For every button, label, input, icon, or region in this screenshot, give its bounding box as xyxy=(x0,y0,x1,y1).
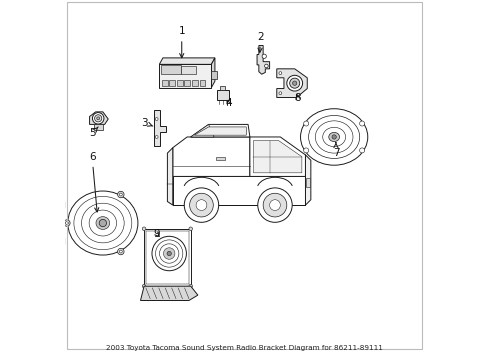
Text: 2: 2 xyxy=(257,32,264,52)
Circle shape xyxy=(189,193,213,217)
Bar xyxy=(181,66,195,74)
Polygon shape xyxy=(49,202,64,244)
Text: 1: 1 xyxy=(178,26,184,58)
Circle shape xyxy=(65,222,68,225)
Bar xyxy=(184,80,190,86)
Text: 7: 7 xyxy=(332,143,339,158)
Bar xyxy=(199,80,205,86)
Polygon shape xyxy=(167,148,172,205)
Polygon shape xyxy=(276,69,306,98)
Circle shape xyxy=(264,64,267,68)
Text: 3: 3 xyxy=(141,118,152,128)
Bar xyxy=(220,86,225,90)
Bar xyxy=(169,80,175,86)
Circle shape xyxy=(99,219,106,227)
Circle shape xyxy=(119,193,122,196)
Circle shape xyxy=(359,121,364,126)
Circle shape xyxy=(63,220,70,226)
Polygon shape xyxy=(249,137,305,176)
Bar xyxy=(177,80,182,86)
Bar xyxy=(215,157,224,160)
Polygon shape xyxy=(94,125,102,130)
Bar xyxy=(216,90,229,100)
Bar xyxy=(162,80,167,86)
Ellipse shape xyxy=(300,109,367,165)
Circle shape xyxy=(331,135,336,139)
Circle shape xyxy=(359,148,364,153)
Ellipse shape xyxy=(68,191,138,255)
Circle shape xyxy=(269,200,280,211)
Bar xyxy=(159,64,211,87)
Circle shape xyxy=(118,191,124,198)
Bar xyxy=(192,80,197,86)
Polygon shape xyxy=(172,137,249,176)
Circle shape xyxy=(119,250,122,253)
Polygon shape xyxy=(305,155,310,205)
Bar xyxy=(145,230,188,284)
Polygon shape xyxy=(253,140,301,173)
Polygon shape xyxy=(257,45,269,74)
Circle shape xyxy=(289,78,299,88)
Polygon shape xyxy=(153,110,165,146)
Polygon shape xyxy=(159,58,214,64)
Circle shape xyxy=(142,227,145,230)
Circle shape xyxy=(155,135,158,138)
Circle shape xyxy=(184,188,218,222)
Text: 6: 6 xyxy=(89,152,99,212)
Circle shape xyxy=(196,200,206,211)
Circle shape xyxy=(292,81,296,85)
Bar xyxy=(305,178,309,187)
Circle shape xyxy=(303,121,308,126)
Bar xyxy=(144,229,190,286)
Circle shape xyxy=(188,227,192,230)
Ellipse shape xyxy=(328,132,339,141)
Circle shape xyxy=(152,236,186,271)
Polygon shape xyxy=(140,286,198,301)
Circle shape xyxy=(278,92,281,95)
Circle shape xyxy=(278,72,281,75)
Circle shape xyxy=(97,117,100,120)
Bar xyxy=(210,71,217,79)
Circle shape xyxy=(163,248,175,259)
Circle shape xyxy=(262,54,266,58)
Ellipse shape xyxy=(96,217,109,229)
Text: 8: 8 xyxy=(294,93,300,103)
Circle shape xyxy=(188,284,192,288)
Text: 5: 5 xyxy=(89,127,98,138)
Polygon shape xyxy=(190,125,214,137)
Circle shape xyxy=(142,284,145,288)
Circle shape xyxy=(92,113,104,124)
Text: 9: 9 xyxy=(153,229,160,239)
Circle shape xyxy=(263,193,286,217)
Circle shape xyxy=(155,118,158,121)
Polygon shape xyxy=(190,125,249,137)
Polygon shape xyxy=(89,112,108,125)
Circle shape xyxy=(167,251,171,256)
Circle shape xyxy=(118,248,124,255)
Polygon shape xyxy=(172,176,305,205)
Circle shape xyxy=(286,75,302,91)
Text: 2003 Toyota Tacoma Sound System Radio Bracket Diagram for 86211-89111: 2003 Toyota Tacoma Sound System Radio Br… xyxy=(106,345,382,351)
Polygon shape xyxy=(194,127,246,135)
Circle shape xyxy=(303,148,308,153)
Text: 4: 4 xyxy=(224,98,231,108)
Circle shape xyxy=(94,115,102,122)
Polygon shape xyxy=(211,58,214,87)
Bar xyxy=(161,66,181,74)
Circle shape xyxy=(257,188,292,222)
